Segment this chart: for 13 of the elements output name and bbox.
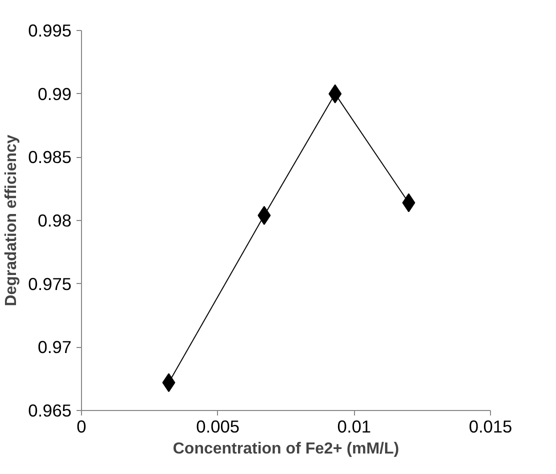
y-tick-label: 0.97 [38, 337, 72, 358]
y-axis-title: Degradation efficiency [3, 134, 20, 306]
x-tick-label: 0.01 [337, 416, 372, 436]
y-tick-label: 0.98 [38, 210, 72, 230]
y-tick-label: 0.975 [28, 274, 72, 294]
x-axis-title: Concentration of Fe2+ (mM/L) [172, 440, 400, 458]
x-tick-label: 0.015 [468, 416, 512, 436]
y-tick-label: 0.99 [38, 84, 72, 104]
y-tick-label: 0.985 [28, 147, 72, 168]
x-tick-label: 0 [76, 416, 86, 436]
y-tick-label: 0.965 [28, 400, 72, 420]
y-tick-label: 0.995 [28, 20, 72, 40]
x-tick-label: 0.005 [196, 416, 240, 436]
